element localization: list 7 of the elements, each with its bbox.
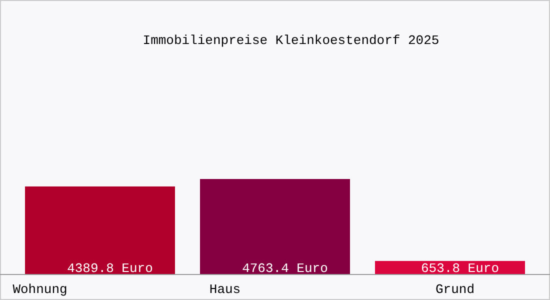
chart-title: Immobilienpreise Kleinkoestendorf 2025 [142,33,440,48]
x-tick-label: Grund [435,282,475,297]
data-label: 653.8 Euro [420,261,500,276]
x-tick-label: Wohnung [12,282,68,297]
x-tick-label: Haus [209,282,241,297]
data-label: 4763.4 Euro [242,261,328,276]
data-label: 4389.8 Euro [67,261,153,276]
